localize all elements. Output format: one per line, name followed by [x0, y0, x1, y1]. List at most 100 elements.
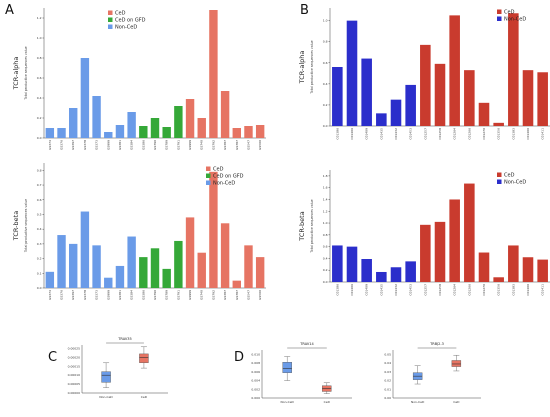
x-tick-label: GS792 [211, 290, 215, 300]
x-tick-label: C01264 [453, 284, 457, 296]
box-title: TRAV35 [117, 337, 131, 341]
y-tick-label: 0.4 [37, 227, 42, 231]
y-tick-label: 0.8 [37, 56, 42, 60]
x-tick-label: C01400 [526, 284, 530, 296]
legend-swatch [206, 180, 211, 185]
bar [478, 102, 490, 126]
bar [127, 236, 136, 288]
x-tick-label: GS791 [176, 140, 180, 150]
chart-B-alpha: 0.0 0.2 0.4 0.6 0.8 1.0 TCR-alpha Total product… [298, 8, 550, 140]
y-tick-label: 0.6 [323, 245, 328, 249]
bar [197, 252, 206, 288]
x-tick-label: Non-CeD [411, 400, 425, 404]
y-tick-label: 0.2 [37, 257, 42, 261]
box [101, 371, 111, 383]
x-tick-label: C01386 [335, 128, 339, 140]
bar [478, 252, 490, 282]
legend-swatch [206, 166, 211, 171]
bar [508, 13, 519, 126]
bar [244, 245, 253, 288]
box [451, 360, 462, 367]
box [139, 353, 149, 363]
y-tick-label: 0.7 [37, 183, 42, 187]
x-tick-label: GS376 [60, 290, 64, 300]
y-tick-label: 0.2 [323, 103, 328, 107]
x-tick-label: C01411 [541, 284, 545, 296]
y-axis-label: TCR-beta [12, 211, 20, 241]
x-tick-label: C01432 [394, 284, 398, 296]
y-tick-label: 0.02 [384, 379, 391, 383]
x-tick-label: GS386 [141, 140, 145, 150]
y-tick-label: 1.2 [37, 16, 42, 20]
legend-swatch [497, 9, 502, 14]
y-tick-label: 0.8 [323, 40, 328, 44]
y-tick-label: 0.4 [323, 82, 328, 86]
x-tick-label: C01400 [526, 128, 530, 140]
x-tick-label: C01411 [541, 128, 545, 140]
x-tick-label: C01383 [511, 128, 515, 140]
panel-label-a: A [5, 3, 14, 18]
y-tick-label: 0.8 [323, 233, 328, 237]
x-tick-label: GS999 [188, 140, 192, 150]
y-axis-label: TCR-beta [298, 211, 306, 241]
bar [197, 118, 206, 138]
bar [162, 268, 171, 288]
bar [346, 20, 358, 127]
bar [150, 118, 160, 138]
x-tick-label: CeD [453, 400, 460, 404]
y-tick-label: 0.3 [37, 242, 42, 246]
bar [537, 259, 548, 282]
y-tick-label: 0.002 [251, 387, 260, 391]
x-tick-label: GS790 [153, 290, 157, 300]
bar [139, 257, 148, 288]
y-tick-label: 0.4 [37, 96, 42, 100]
chart-layer: 0.0 0.2 0.4 0.6 0.8 1.0 1.2 TCR-alpha Total prod… [12, 8, 550, 404]
x-tick-label: C01435 [379, 284, 383, 296]
bar [405, 261, 416, 282]
y-tick-label: 0.8 [37, 168, 42, 172]
x-tick-label: C01356 [497, 128, 501, 140]
chart-A-beta: 0.0 0.1 0.2 0.3 0.4 0.5 0.6 0.7 0.8 TCR-beta Total… [12, 163, 266, 300]
x-tick-label: C01453 [409, 128, 413, 140]
y-tick-label: 1.8 [323, 174, 328, 178]
x-tick-label: GS787 [235, 290, 239, 300]
y-axis-sublabel: Total productive sequences value [310, 199, 314, 253]
x-tick-label: GS740 [200, 290, 204, 300]
x-tick-label: C01264 [453, 128, 457, 140]
x-tick-label: C01383 [511, 284, 515, 296]
x-tick-label: C01270 [482, 128, 486, 140]
bar [57, 235, 66, 288]
x-tick-label: GS999 [106, 290, 110, 300]
chart-A-alpha: 0.0 0.2 0.4 0.6 0.8 1.0 1.2 TCR-alpha Total prod… [12, 8, 266, 150]
y-tick-label: 0.0 [323, 280, 328, 284]
x-tick-label: C01257 [423, 128, 427, 140]
bar [449, 199, 460, 282]
y-tick-label: 0.01 [384, 387, 391, 391]
legend-label: CeD on GFD [213, 174, 244, 180]
bar [493, 277, 504, 282]
y-tick-label: 1.6 [323, 186, 328, 190]
bar [255, 257, 265, 288]
y-tick-label: 0.00 [384, 396, 391, 400]
legend-label: CeD on GFD [115, 18, 146, 24]
y-tick-label: 0.00000 [68, 391, 80, 395]
x-tick-label: GS384 [130, 290, 134, 300]
bar [522, 70, 534, 126]
bar [80, 58, 90, 138]
bar [537, 72, 548, 126]
x-tick-label: GS387 [223, 290, 227, 300]
legend-label: CeD [504, 10, 515, 16]
y-tick-label: 1.0 [323, 221, 328, 225]
box-title: TRBJ2-3 [429, 342, 444, 346]
x-tick-label: C01435 [379, 128, 383, 140]
legend-label: Non-CeD [213, 181, 235, 187]
bar [174, 240, 183, 288]
x-tick-label: GS373 [95, 290, 99, 300]
bar [162, 127, 171, 138]
bar [69, 108, 78, 138]
y-tick-label: 0.010 [251, 352, 260, 356]
bar [332, 245, 343, 282]
y-tick-label: 1.0 [37, 36, 42, 40]
y-tick-label: 0.00020 [68, 355, 80, 359]
